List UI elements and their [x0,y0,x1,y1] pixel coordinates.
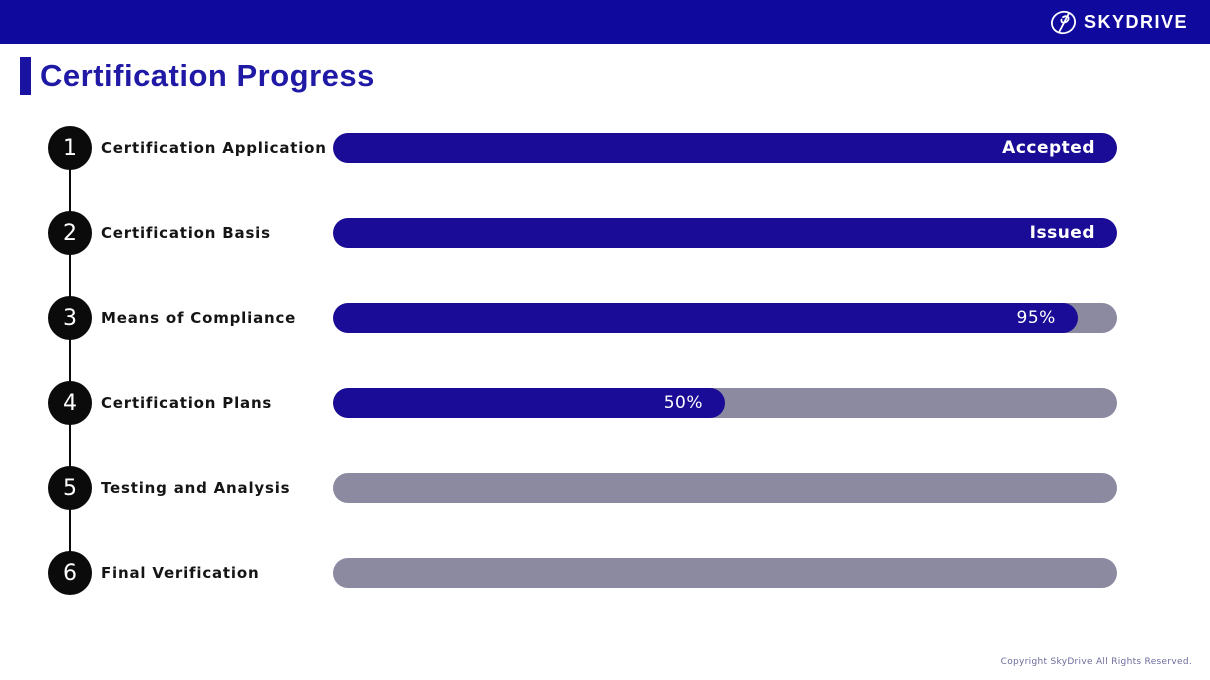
progress-track [333,473,1117,503]
step-number-circle: 4 [48,381,92,425]
skydrive-logo-icon [1050,10,1076,34]
step-number-circle: 1 [48,126,92,170]
title-row: Certification Progress [20,57,375,95]
page-title: Certification Progress [40,58,375,93]
step-row: 6 Final Verification [0,551,1210,595]
step-label: Final Verification [101,564,260,582]
step-connector-line [69,148,71,573]
progress-track: 95% [333,303,1117,333]
title-accent-bar [20,57,31,95]
copyright-text: Copyright SkyDrive All Rights Reserved. [1000,657,1192,667]
progress-fill: Issued [333,218,1117,248]
progress-value-label: 95% [1016,308,1056,328]
step-number-circle: 2 [48,211,92,255]
top-banner: SKYDRIVE [0,0,1210,44]
step-label: Testing and Analysis [101,479,291,497]
progress-track: 50% [333,388,1117,418]
step-row: 3 Means of Compliance 95% [0,296,1210,340]
progress-track: Accepted [333,133,1117,163]
step-row: 5 Testing and Analysis [0,466,1210,510]
step-label: Certification Basis [101,224,271,242]
progress-value-label: 50% [663,393,703,413]
step-number-circle: 5 [48,466,92,510]
step-number-circle: 3 [48,296,92,340]
progress-value-label: Issued [1029,223,1095,243]
logo-wordmark: SKYDRIVE [1083,11,1188,32]
progress-fill: 50% [333,388,725,418]
progress-value-label: Accepted [1002,138,1095,158]
progress-track: Issued [333,218,1117,248]
step-row: 2 Certification Basis Issued [0,211,1210,255]
step-label: Certification Application [101,139,327,157]
progress-track [333,558,1117,588]
progress-fill: 95% [333,303,1078,333]
step-number-circle: 6 [48,551,92,595]
progress-fill: Accepted [333,133,1117,163]
step-label: Means of Compliance [101,309,297,327]
step-row: 4 Certification Plans 50% [0,381,1210,425]
skydrive-logo: SKYDRIVE [1050,9,1188,36]
step-label: Certification Plans [101,394,273,412]
step-row: 1 Certification Application Accepted [0,126,1210,170]
